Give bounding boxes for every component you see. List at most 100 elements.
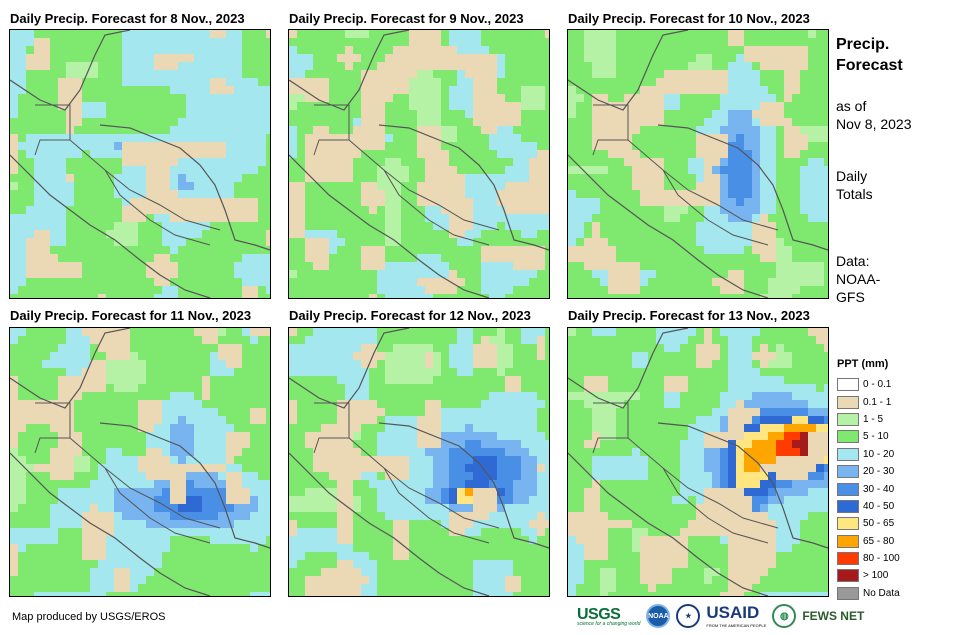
precip-cell: [258, 222, 266, 230]
precip-cell: [537, 376, 545, 384]
precip-cell: [505, 126, 513, 134]
precip-cell: [138, 158, 146, 166]
precip-cell: [106, 576, 114, 584]
precip-cell: [90, 520, 98, 528]
precip-cell: [58, 352, 66, 360]
precip-cell: [688, 70, 696, 78]
precip-cell: [210, 54, 218, 62]
precip-cell: [489, 286, 497, 294]
precip-cell: [250, 126, 258, 134]
precip-cell: [704, 286, 712, 294]
precip-cell: [457, 336, 465, 344]
precip-cell: [146, 134, 154, 142]
precip-cell: [720, 94, 728, 102]
precip-cell: [305, 270, 313, 278]
precip-cell: [361, 110, 369, 118]
precip-cell: [417, 278, 425, 286]
precip-cell: [329, 174, 337, 182]
precip-cell: [250, 30, 258, 38]
precip-cell: [226, 512, 234, 520]
precip-cell: [194, 94, 202, 102]
precip-cell: [505, 38, 513, 46]
precip-cell: [704, 110, 712, 118]
precip-cell: [481, 286, 489, 294]
precip-cell: [640, 86, 648, 94]
precip-cell: [497, 278, 505, 286]
precip-cell: [170, 158, 178, 166]
precip-cell: [210, 568, 218, 576]
precip-cell: [768, 102, 776, 110]
precip-cell: [640, 46, 648, 54]
precip-cell: [441, 376, 449, 384]
precip-cell: [457, 408, 465, 416]
precip-cell: [82, 552, 90, 560]
precip-cell: [592, 174, 600, 182]
precip-cell: [776, 102, 784, 110]
precip-cell: [146, 150, 154, 158]
precip-cell: [505, 78, 513, 86]
precip-cell: [393, 126, 401, 134]
precip-cell: [122, 134, 130, 142]
precip-cell: [489, 86, 497, 94]
precip-cell: [776, 286, 784, 294]
precip-cell: [250, 400, 258, 408]
precip-cell: [760, 182, 768, 190]
precip-cell: [345, 158, 353, 166]
precip-cell: [393, 400, 401, 408]
precip-cell: [202, 278, 210, 286]
precip-cell: [345, 384, 353, 392]
precip-cell: [433, 408, 441, 416]
precip-cell: [130, 222, 138, 230]
precip-cell: [162, 206, 170, 214]
precip-cell: [242, 238, 250, 246]
precip-cell: [234, 54, 242, 62]
precip-cell: [409, 392, 417, 400]
precip-cell: [50, 456, 58, 464]
precip-cell: [321, 102, 329, 110]
precip-cell: [114, 174, 122, 182]
precip-cell: [672, 278, 680, 286]
precip-cell: [114, 158, 122, 166]
precip-cell: [401, 142, 409, 150]
precip-cell: [481, 110, 489, 118]
precip-cell: [640, 158, 648, 166]
precip-cell: [329, 254, 337, 262]
precip-cell: [82, 158, 90, 166]
precip-cell: [50, 230, 58, 238]
precip-cell: [10, 198, 18, 206]
precip-cell: [50, 480, 58, 488]
precip-cell: [545, 368, 549, 376]
precip-cell: [537, 262, 545, 270]
precip-cell: [441, 230, 449, 238]
precip-cell: [66, 86, 74, 94]
precip-cell: [305, 286, 313, 294]
precip-cell: [513, 174, 521, 182]
precip-cell: [122, 118, 130, 126]
precip-cell: [34, 400, 42, 408]
precip-cell: [457, 142, 465, 150]
precip-cell: [393, 190, 401, 198]
precip-cell: [258, 568, 266, 576]
precip-cell: [138, 552, 146, 560]
precip-cell: [401, 416, 409, 424]
precip-cell: [808, 150, 816, 158]
precip-cell: [425, 262, 433, 270]
precip-cell: [305, 110, 313, 118]
precip-cell: [250, 576, 258, 584]
precip-cell: [66, 30, 74, 38]
precip-cell: [545, 102, 549, 110]
precip-cell: [568, 70, 576, 78]
precip-cell: [138, 408, 146, 416]
precip-cell: [250, 190, 258, 198]
precip-cell: [473, 166, 481, 174]
precip-cell: [784, 126, 792, 134]
precip-cell: [297, 102, 305, 110]
precip-cell: [545, 158, 549, 166]
precip-cell: [441, 270, 449, 278]
precip-cell: [218, 568, 226, 576]
precip-cell: [162, 254, 170, 262]
precip-cell: [425, 408, 433, 416]
precip-cell: [186, 584, 194, 592]
precip-cell: [114, 206, 122, 214]
precip-cell: [393, 102, 401, 110]
